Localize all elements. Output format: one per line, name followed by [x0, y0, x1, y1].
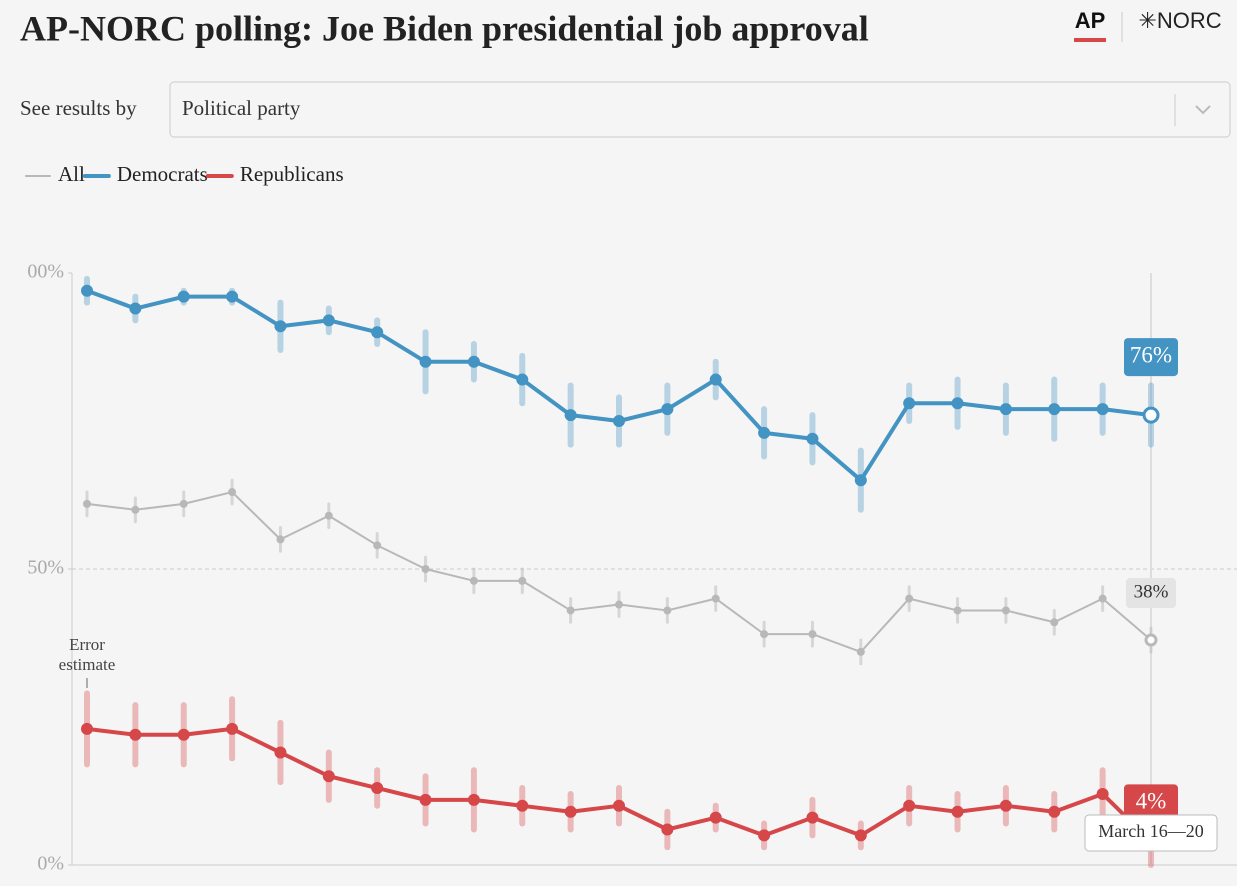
y-tick-label: 0%	[37, 853, 64, 875]
point	[1048, 805, 1061, 818]
point	[81, 722, 93, 735]
point	[467, 793, 480, 806]
point	[131, 505, 140, 514]
point	[1142, 406, 1160, 424]
point	[709, 373, 722, 386]
annotation: Error	[69, 635, 105, 654]
point	[806, 811, 819, 824]
point	[129, 728, 142, 741]
point	[226, 290, 239, 303]
logo-norc: ✳NORC	[1138, 8, 1221, 33]
point	[177, 728, 190, 741]
point	[905, 594, 914, 603]
point	[856, 647, 865, 656]
point	[518, 576, 527, 585]
legend-label: All	[58, 162, 85, 186]
point	[663, 606, 672, 615]
dropdown-arrow	[1195, 105, 1211, 115]
point	[1144, 633, 1158, 647]
point	[760, 630, 769, 639]
y-tick-label: 50%	[27, 557, 64, 579]
dropdown[interactable]	[169, 81, 1231, 138]
value-label: 4%	[1136, 789, 1167, 814]
point	[419, 793, 432, 806]
point	[81, 284, 93, 297]
point	[421, 565, 430, 573]
point	[129, 302, 142, 315]
point	[1048, 403, 1061, 416]
point	[276, 535, 285, 544]
annotation: estimate	[59, 655, 116, 674]
point	[274, 746, 287, 759]
value-label: 76%	[1130, 342, 1172, 367]
point	[83, 499, 91, 508]
point	[758, 829, 771, 842]
point	[324, 511, 333, 520]
point	[373, 541, 382, 550]
point	[564, 409, 577, 422]
point	[951, 397, 964, 410]
point	[564, 805, 577, 818]
point	[469, 576, 478, 585]
point	[951, 805, 964, 818]
point	[371, 782, 384, 795]
point	[1096, 787, 1109, 800]
tooltip	[1084, 814, 1218, 852]
point	[903, 397, 916, 410]
logo-underline	[1074, 38, 1106, 42]
point	[516, 373, 529, 386]
point	[274, 320, 287, 333]
point	[1001, 606, 1010, 615]
point	[1050, 618, 1059, 627]
point	[566, 606, 575, 615]
dropdown-value: Political party	[182, 96, 301, 120]
point	[758, 426, 771, 439]
point	[177, 290, 190, 303]
point	[806, 432, 819, 445]
point	[854, 474, 867, 487]
logo-ap: AP	[1075, 8, 1106, 33]
point	[999, 403, 1012, 416]
value-label-box	[1124, 338, 1178, 377]
point	[903, 799, 916, 812]
point	[711, 594, 720, 603]
point	[1096, 403, 1109, 416]
point	[613, 415, 625, 427]
point	[999, 799, 1012, 812]
point	[228, 488, 237, 497]
value-label-box	[1124, 784, 1178, 823]
legend-label: Democrats	[117, 162, 208, 186]
point	[226, 722, 239, 735]
point	[419, 355, 432, 368]
point	[854, 829, 867, 842]
point	[808, 630, 817, 639]
value-label: 38%	[1134, 581, 1169, 602]
point	[661, 403, 674, 416]
value-label-box	[1126, 578, 1176, 609]
tooltip-label: March 16—20	[1098, 821, 1203, 841]
point	[709, 811, 722, 824]
point	[953, 606, 962, 615]
point	[179, 499, 188, 508]
point	[467, 355, 480, 368]
point	[1098, 594, 1107, 603]
point	[516, 799, 529, 812]
legend-label: Republicans	[240, 162, 344, 186]
point	[615, 600, 623, 609]
point	[322, 314, 335, 327]
title: AP-NORC polling: Joe Biden presidential …	[20, 8, 869, 48]
point	[613, 799, 625, 812]
point	[371, 326, 384, 339]
y-tick-label: 00%	[27, 261, 64, 283]
point	[661, 823, 674, 836]
filter-label: See results by	[20, 96, 137, 120]
point	[322, 770, 335, 783]
